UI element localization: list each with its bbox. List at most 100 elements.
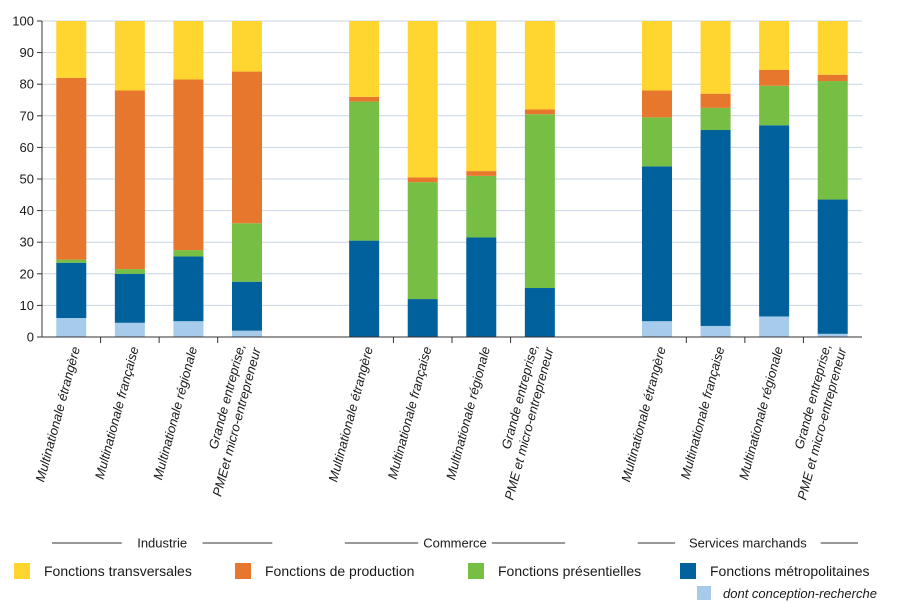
bar-segment-metropolitaines xyxy=(407,299,438,337)
group-labels: Industrie Commerce Services marchands xyxy=(52,536,858,551)
bar-segment-presentielles xyxy=(817,81,848,200)
y-tick-label: 80 xyxy=(20,77,34,92)
bar-segment-transversales xyxy=(114,21,145,91)
bar-segment-conception xyxy=(759,316,790,337)
category-label-line: Multinationale régionale xyxy=(443,345,493,482)
category-label: Multinationale régionale xyxy=(736,345,786,482)
group-label: Services marchands xyxy=(689,536,807,551)
axes: 0 10 20 30 40 50 60 70 80 90 100 xyxy=(12,14,862,345)
category-label: Multinationale étrangère xyxy=(618,345,669,484)
bar-segment-transversales xyxy=(524,21,555,110)
bar-segment-metropolitaines xyxy=(114,273,145,323)
grid xyxy=(42,20,862,338)
bar-segment-production xyxy=(114,90,145,270)
bar-segment-production xyxy=(700,93,731,108)
group-label: Industrie xyxy=(137,536,187,551)
legend-label-transversales: Fonctions transversales xyxy=(44,563,192,579)
y-tick-label: 30 xyxy=(20,235,34,250)
y-tick-label: 100 xyxy=(12,14,34,29)
bar-segment-production xyxy=(173,79,204,251)
bar-segment-conception xyxy=(817,333,848,337)
bar-segment-conception xyxy=(700,325,731,337)
y-tick-label: 90 xyxy=(20,45,34,60)
category-label-line: Multinationale régionale xyxy=(150,345,200,482)
bar-segment-presentielles xyxy=(759,85,790,126)
bar-segment-transversales xyxy=(700,21,731,94)
bar-segment-production xyxy=(349,96,380,102)
y-tick-label: 40 xyxy=(20,203,34,218)
legend-swatch-production xyxy=(235,563,251,579)
bar-segment-presentielles xyxy=(232,223,262,282)
legend-label-conception: dont conception-recherche xyxy=(723,586,877,601)
legend-swatch-conception xyxy=(697,586,711,600)
bar-segment-presentielles xyxy=(407,182,438,300)
legend-label-metropolitaines: Fonctions métropolitaines xyxy=(710,563,870,579)
category-label: Multinationale étrangère xyxy=(325,345,376,484)
y-tick-label: 70 xyxy=(20,108,34,123)
y-tick-label: 0 xyxy=(27,330,34,345)
bar-segment-transversales xyxy=(759,21,790,70)
legend-label-production: Fonctions de production xyxy=(265,563,414,579)
category-label: Multinationale régionale xyxy=(443,345,493,482)
category-label: Multinationale étrangère xyxy=(32,345,83,484)
bar-segment-production xyxy=(466,171,497,176)
category-label-line: Multinationale française xyxy=(385,345,435,481)
bars xyxy=(56,21,848,337)
bar-segment-presentielles xyxy=(524,114,555,289)
category-label: Grande entreprise,PMEet micro-entreprene… xyxy=(194,341,264,498)
category-label: Grande entreprise,PME et micro-entrepren… xyxy=(779,341,850,501)
bar-segment-conception xyxy=(56,318,87,337)
bar-segment-metropolitaines xyxy=(524,288,555,337)
bar-segment-conception xyxy=(642,321,672,337)
bar-segment-metropolitaines xyxy=(232,281,262,331)
bar-segment-production xyxy=(232,71,262,224)
category-label-line: Multinationale régionale xyxy=(736,345,786,482)
bar-segment-transversales xyxy=(232,21,262,72)
bar-segment-presentielles xyxy=(642,117,672,167)
bar-segment-metropolitaines xyxy=(817,199,848,334)
bar-segment-metropolitaines xyxy=(700,130,731,326)
category-label-line: Multinationale française xyxy=(92,345,142,481)
y-tick-label: 20 xyxy=(20,266,34,281)
bar-segment-metropolitaines xyxy=(173,256,204,322)
y-tick-label: 10 xyxy=(20,298,34,313)
bar-segment-transversales xyxy=(349,21,380,97)
bar-segment-metropolitaines xyxy=(349,240,380,337)
category-label-line: Multinationale étrangère xyxy=(618,345,669,484)
bar-segment-conception xyxy=(114,322,145,337)
bar-segment-conception xyxy=(232,330,262,337)
bar-segment-production xyxy=(524,109,555,115)
bar-segment-production xyxy=(759,69,790,86)
legend-swatch-transversales xyxy=(14,563,30,579)
category-label: Multinationale française xyxy=(92,345,142,481)
bar-segment-conception xyxy=(173,321,204,337)
legend-label-presentielles: Fonctions présentielles xyxy=(498,563,641,579)
bar-segment-production xyxy=(642,90,672,118)
category-label: Multinationale régionale xyxy=(150,345,200,482)
legend-swatch-presentielles xyxy=(468,563,484,579)
bar-segment-production xyxy=(56,77,87,260)
y-tick-label: 50 xyxy=(20,172,34,187)
bar-segment-presentielles xyxy=(466,175,497,238)
bar-segment-transversales xyxy=(173,21,204,80)
category-label: Multinationale française xyxy=(677,345,727,481)
bar-segment-transversales xyxy=(407,21,438,178)
bar-segment-transversales xyxy=(642,21,672,91)
bar-segment-metropolitaines xyxy=(466,237,497,337)
bar-segment-production xyxy=(817,74,848,82)
category-label: Grande entreprise,PME et micro-entrepren… xyxy=(486,341,557,501)
bar-segment-presentielles xyxy=(114,269,145,274)
bar-segment-transversales xyxy=(56,21,87,78)
legend: Fonctions transversales Fonctions de prod… xyxy=(14,563,877,601)
bar-segment-metropolitaines xyxy=(759,125,790,317)
bar-segment-presentielles xyxy=(349,101,380,241)
bar-segment-production xyxy=(407,177,438,183)
y-tick-label: 60 xyxy=(20,140,34,155)
category-label-line: Multinationale étrangère xyxy=(325,345,376,484)
bar-segment-presentielles xyxy=(173,250,204,257)
bar-segment-presentielles xyxy=(56,259,87,263)
group-label: Commerce xyxy=(423,536,487,551)
legend-swatch-metropolitaines xyxy=(680,563,696,579)
category-labels: Multinationale étrangère Multinationale f… xyxy=(32,341,850,501)
